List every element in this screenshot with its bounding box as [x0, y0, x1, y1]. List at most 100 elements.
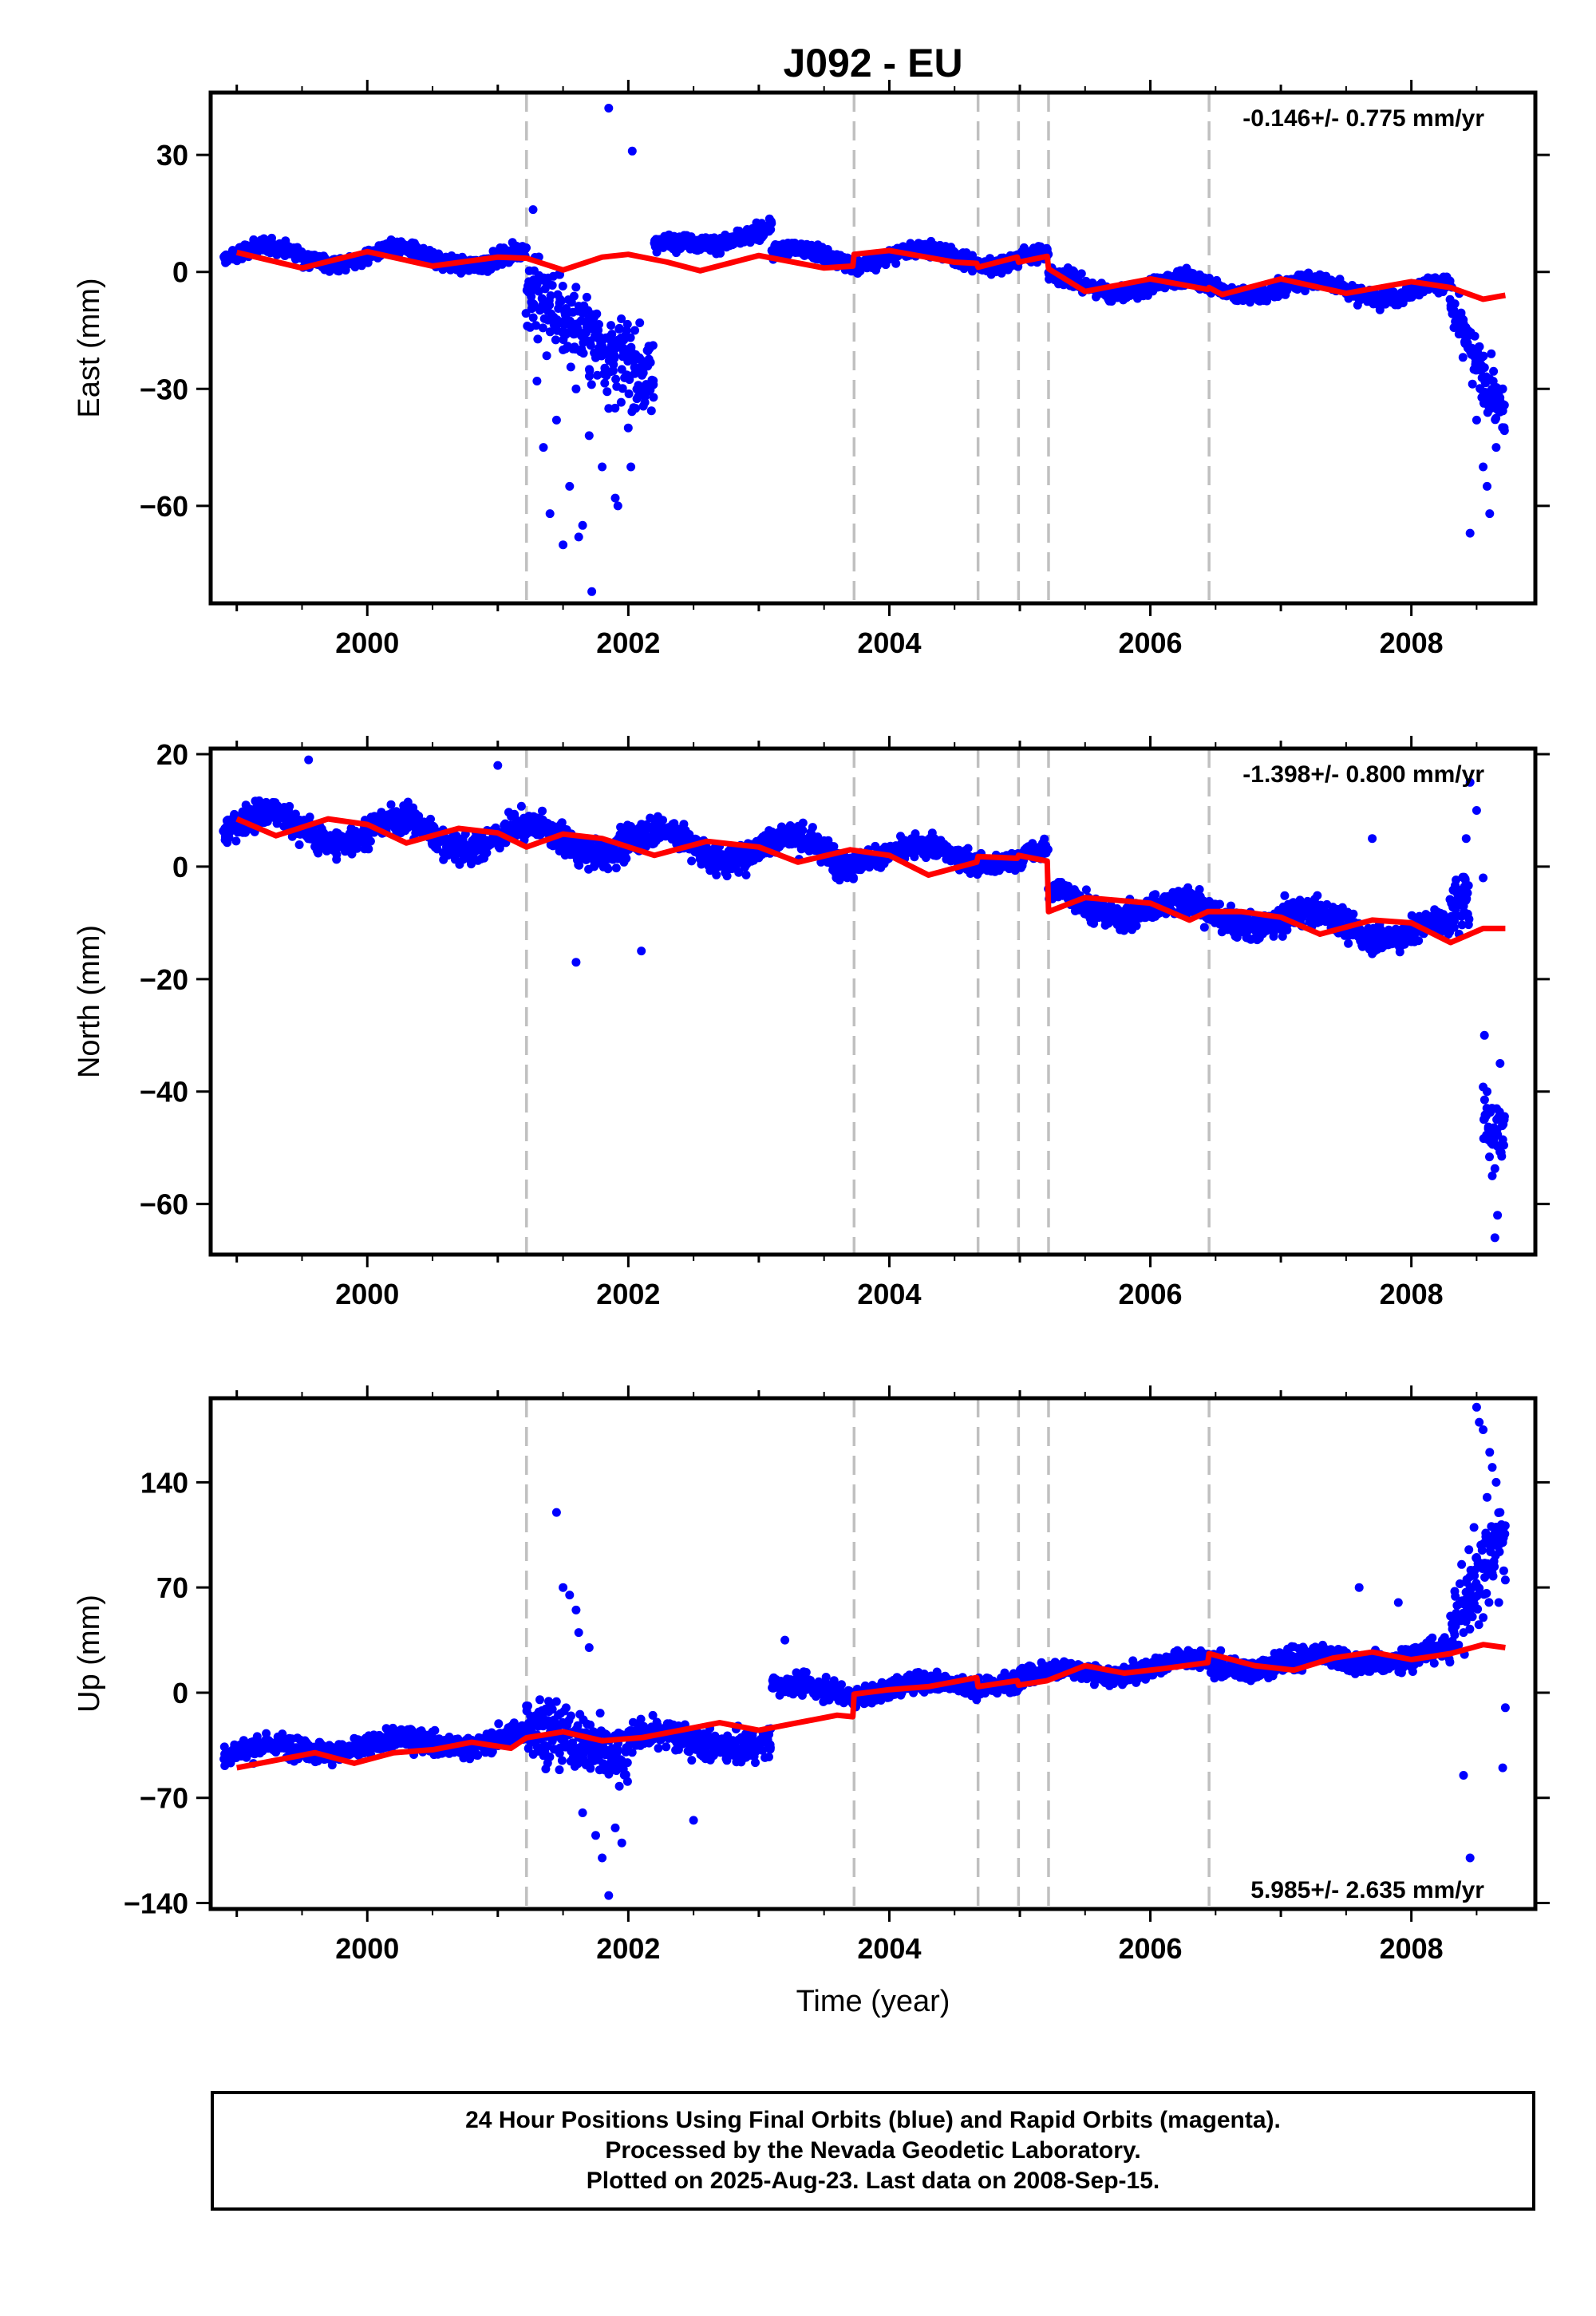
data-point [587, 587, 597, 596]
data-point [571, 384, 581, 393]
data-point [1132, 921, 1141, 931]
data-point [630, 326, 639, 335]
data-point [551, 415, 561, 425]
data-point [482, 848, 492, 858]
data-point [1151, 890, 1160, 899]
data-point [558, 282, 567, 290]
data-point [332, 850, 342, 860]
north-data-points [219, 755, 1509, 1243]
data-point [625, 375, 634, 385]
data-point [1215, 899, 1224, 909]
data-point [741, 870, 751, 879]
data-point [538, 806, 547, 816]
data-point [539, 443, 548, 453]
x-tick-label: 2004 [857, 626, 921, 659]
x-tick-label: 2008 [1380, 626, 1444, 659]
data-point [426, 814, 435, 824]
data-point [285, 801, 294, 811]
data-point [1227, 901, 1235, 911]
data-point [712, 870, 721, 879]
data-point [1487, 349, 1496, 358]
data-point [1472, 415, 1481, 425]
data-point [545, 509, 555, 519]
data-point [1043, 845, 1053, 854]
data-point [1479, 363, 1489, 373]
x-tick-label: 2002 [596, 626, 660, 659]
data-point [573, 324, 583, 334]
data-point [585, 365, 594, 374]
data-point [687, 856, 697, 866]
data-point [305, 812, 314, 822]
data-point [1475, 342, 1484, 351]
data-point [798, 818, 808, 828]
data-point [230, 809, 239, 819]
data-point [1489, 366, 1499, 376]
data-point [627, 146, 637, 156]
y-tick-label: 30 [156, 139, 188, 172]
data-point [532, 377, 542, 385]
data-point [527, 292, 536, 302]
data-point [649, 380, 658, 389]
data-point [631, 404, 641, 413]
data-point [574, 532, 583, 542]
data-point [1491, 413, 1501, 423]
data-point [623, 423, 633, 433]
data-point [545, 327, 555, 337]
data-point [545, 300, 555, 310]
data-point [414, 812, 424, 821]
data-point [578, 520, 587, 530]
data-point [643, 345, 653, 354]
data-point [386, 800, 396, 809]
data-point [606, 336, 616, 346]
x-tick-label: 2000 [335, 626, 399, 659]
data-point [1293, 285, 1302, 294]
data-point [848, 874, 858, 883]
data-point [592, 309, 602, 318]
east-rate-label: -0.146+/- 0.775 mm/yr [1242, 105, 1484, 132]
data-point [734, 868, 744, 877]
data-point [1469, 365, 1479, 374]
east-data-points [219, 104, 1509, 596]
data-point [575, 860, 584, 870]
y-tick-label: −60 [140, 490, 188, 523]
data-point [1280, 891, 1290, 900]
data-point [626, 333, 635, 342]
data-point [1499, 426, 1509, 436]
data-point [610, 351, 619, 360]
data-point [600, 378, 610, 388]
data-point [566, 362, 575, 372]
data-point [638, 368, 648, 377]
data-point [559, 540, 568, 550]
data-point [649, 393, 658, 402]
data-point [610, 403, 620, 413]
data-point [516, 801, 526, 811]
data-point [1077, 269, 1086, 279]
data-point [829, 842, 839, 852]
data-point [609, 360, 618, 370]
data-point [608, 366, 618, 376]
data-point [1479, 462, 1488, 472]
data-point [640, 397, 650, 407]
data-point [587, 380, 596, 389]
data-point [528, 313, 538, 322]
x-tick-label: 2006 [1118, 626, 1182, 659]
data-point [1468, 379, 1477, 389]
data-point [602, 387, 612, 397]
data-point [637, 384, 646, 393]
data-point [1470, 331, 1479, 341]
data-point [658, 816, 667, 825]
data-point [1465, 528, 1475, 538]
data-point [569, 291, 579, 301]
chart-title: J092 - EU [783, 41, 962, 85]
data-point [551, 335, 560, 345]
data-point [1269, 931, 1278, 941]
data-point [1081, 885, 1091, 895]
data-point [542, 351, 551, 361]
data-point [606, 321, 616, 330]
data-point [531, 321, 541, 330]
data-point [622, 854, 631, 864]
data-point [635, 318, 645, 327]
data-point [521, 309, 531, 318]
